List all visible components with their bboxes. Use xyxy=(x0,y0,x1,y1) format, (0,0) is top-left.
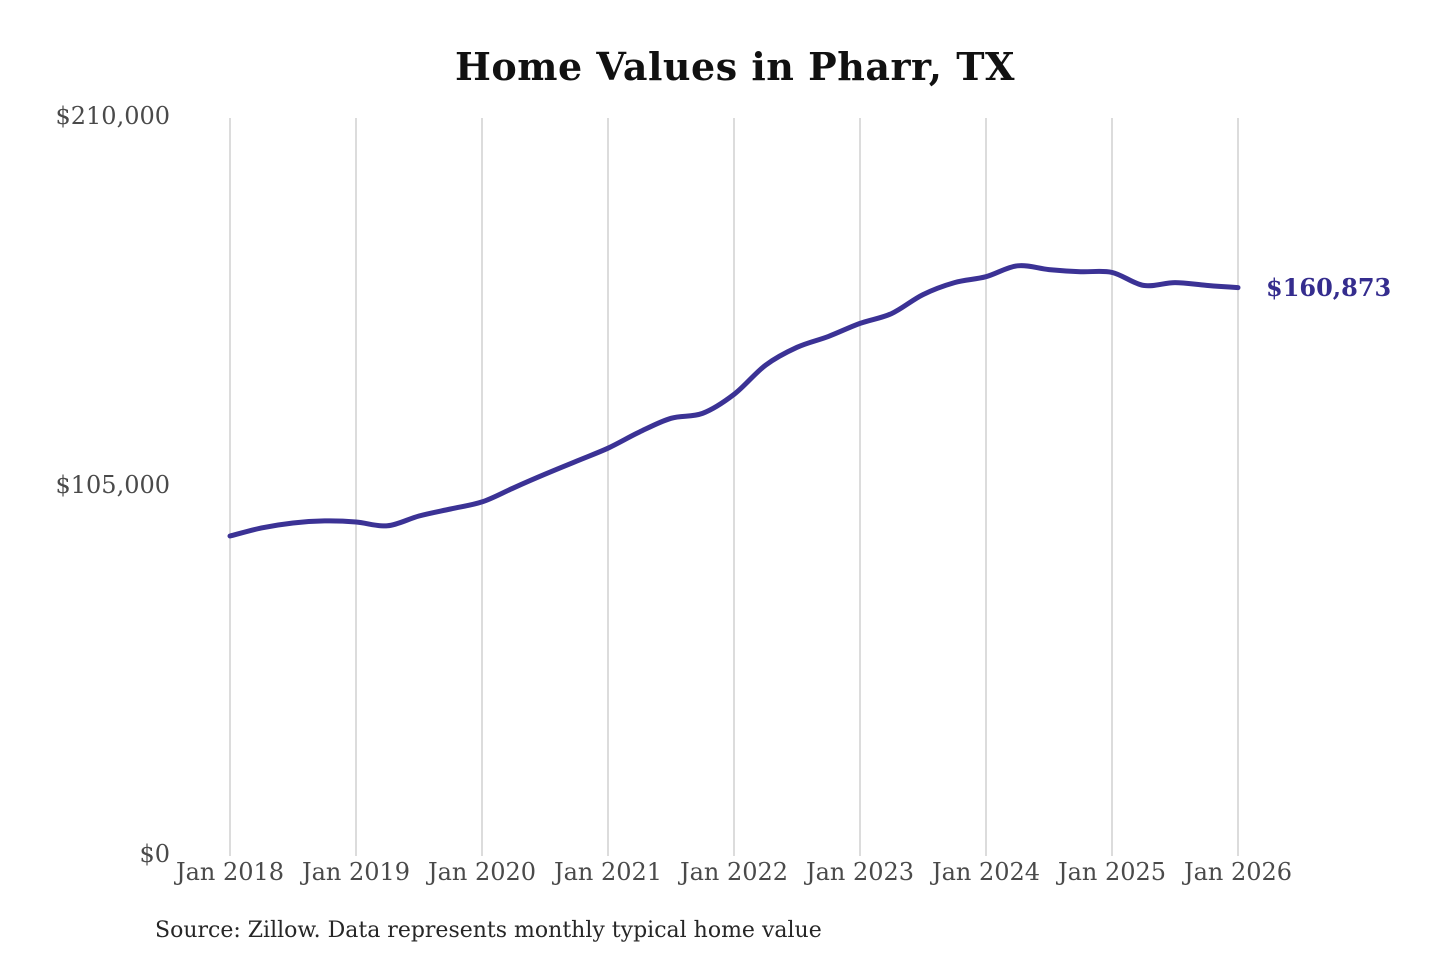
source-note: Source: Zillow. Data represents monthly … xyxy=(155,918,822,943)
x-axis-tick-label: Jan 2018 xyxy=(175,858,285,886)
x-axis-tick-label: Jan 2020 xyxy=(427,858,537,886)
home-value-line xyxy=(227,263,1241,539)
chart-title: Home Values in Pharr, TX xyxy=(455,44,1015,89)
x-axis-tick-label: Jan 2023 xyxy=(805,858,915,886)
x-axis-tick-label: Jan 2019 xyxy=(301,858,411,886)
x-axis-tick-label: Jan 2022 xyxy=(679,858,789,886)
x-axis-tick-label: Jan 2024 xyxy=(931,858,1041,886)
x-axis-tick-label: Jan 2025 xyxy=(1057,858,1167,886)
y-axis-tick-label: $0 xyxy=(139,840,170,868)
y-axis-tick-label: $105,000 xyxy=(55,471,170,499)
x-axis-tick-label: Jan 2021 xyxy=(553,858,663,886)
y-axis-tick-label: $210,000 xyxy=(55,102,170,130)
x-axis-tick-label: Jan 2026 xyxy=(1183,858,1293,886)
current-value-label: $160,873 xyxy=(1266,272,1392,302)
gridlines xyxy=(229,118,1239,856)
